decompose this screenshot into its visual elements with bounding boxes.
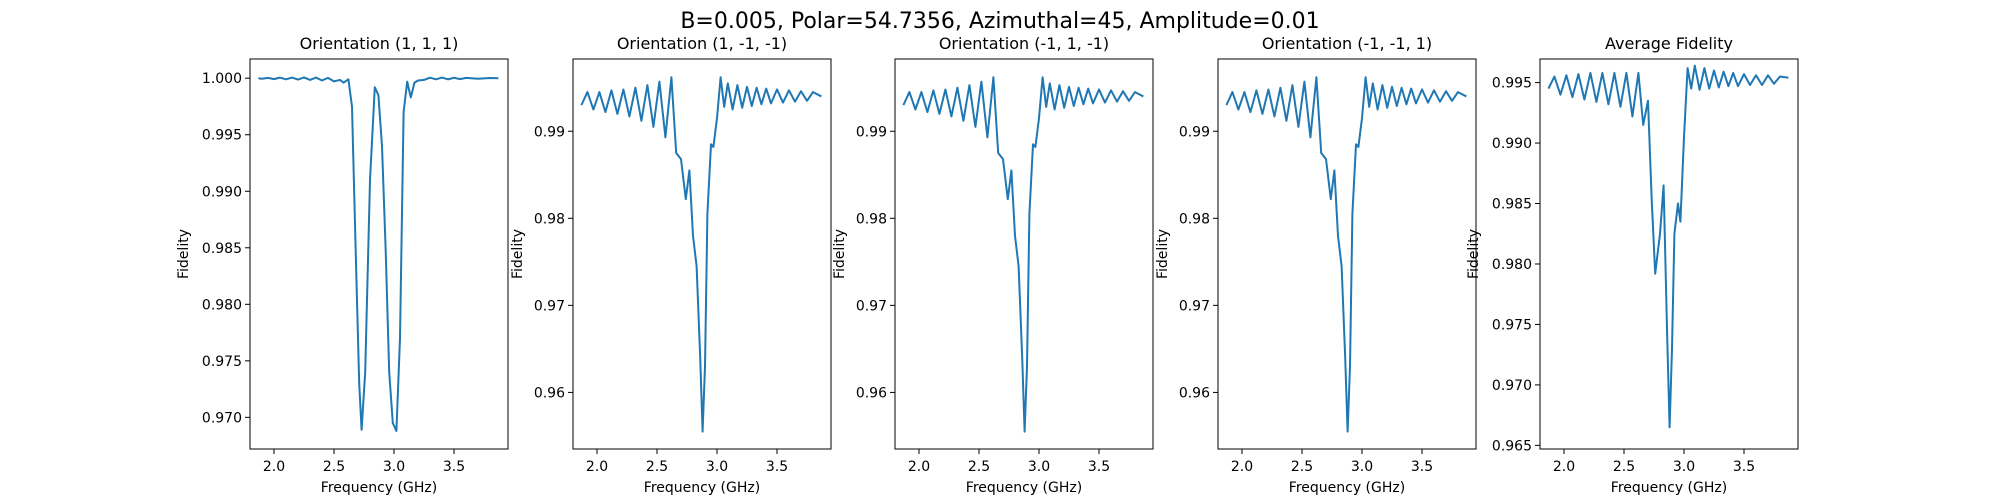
y-tick-label: 0.985 xyxy=(1492,197,1532,213)
y-tick-label: 0.975 xyxy=(202,354,242,370)
x-tick-label: 3.5 xyxy=(766,459,788,475)
y-axis-label: Fidelity xyxy=(176,229,192,279)
y-tick-label: 0.96 xyxy=(534,385,565,401)
x-tick-label: 2.5 xyxy=(1613,459,1635,475)
series-line xyxy=(1225,76,1467,433)
x-tick-label: 3.5 xyxy=(1088,459,1110,475)
y-tick-label: 0.96 xyxy=(856,385,887,401)
chart-title: Orientation (1, -1, -1) xyxy=(617,34,787,53)
x-tick-label: 3.5 xyxy=(1411,459,1433,475)
y-tick-label: 0.98 xyxy=(1179,211,1210,227)
y-tick-label: 1.000 xyxy=(202,71,242,87)
chart-panel-2: 2.0 2.5 3.0 3.5 0.96 0.97 0.98 0.99 Orientation … xyxy=(510,34,832,496)
y-axis-label: Fidelity xyxy=(510,229,526,279)
x-tick-label: 2.5 xyxy=(968,459,990,475)
chart-panel-4: 2.0 2.5 3.0 3.5 0.96 0.97 0.98 0.99 Orientation … xyxy=(1155,34,1477,496)
axes-frame xyxy=(572,58,832,450)
x-tick-label: 2.0 xyxy=(263,459,285,475)
chart-title: Orientation (-1, -1, 1) xyxy=(1262,34,1432,53)
y-tick-label: 0.965 xyxy=(1492,438,1532,454)
y-tick-label: 0.990 xyxy=(202,184,242,200)
x-tick-label: 3.0 xyxy=(1673,459,1695,475)
x-tick-label: 2.0 xyxy=(1231,459,1253,475)
y-tick-label: 0.99 xyxy=(534,124,565,140)
series-line xyxy=(258,76,499,432)
chart-title: Average Fidelity xyxy=(1605,34,1733,53)
y-tick-label: 0.97 xyxy=(534,298,565,314)
x-tick-label: 2.0 xyxy=(908,459,930,475)
series-line xyxy=(1547,64,1789,429)
x-tick-label: 2.0 xyxy=(1553,459,1575,475)
x-axis-label: Frequency (GHz) xyxy=(644,480,760,496)
x-tick-label: 3.0 xyxy=(1351,459,1373,475)
x-tick-label: 2.5 xyxy=(1291,459,1313,475)
y-tick-label: 0.97 xyxy=(856,298,887,314)
chart-title: Orientation (1, 1, 1) xyxy=(300,34,459,53)
chart-title: Orientation (-1, 1, -1) xyxy=(939,34,1109,53)
x-tick-label: 3.0 xyxy=(706,459,728,475)
chart-panel-5: 2.0 2.5 3.0 3.5 0.965 0.970 0.975 0.980 0.985 0.9… xyxy=(1466,34,1799,496)
x-axis-label: Frequency (GHz) xyxy=(966,480,1082,496)
y-axis-label: Fidelity xyxy=(1466,229,1482,279)
x-tick-label: 3.0 xyxy=(1028,459,1050,475)
y-tick-label: 0.96 xyxy=(1179,385,1210,401)
y-tick-label: 0.970 xyxy=(1492,378,1532,394)
x-axis-label: Frequency (GHz) xyxy=(1611,480,1727,496)
y-tick-label: 0.98 xyxy=(856,211,887,227)
y-axis-label: Fidelity xyxy=(832,229,848,279)
x-tick-label: 3.5 xyxy=(443,459,465,475)
y-tick-label: 0.99 xyxy=(856,124,887,140)
x-tick-label: 3.5 xyxy=(1733,459,1755,475)
y-tick-label: 0.97 xyxy=(1179,298,1210,314)
chart-panel-1: 2.0 2.5 3.0 3.5 0.970 0.975 0.980 0.985 0.990 0.9… xyxy=(176,34,509,496)
y-tick-label: 0.990 xyxy=(1492,136,1532,152)
y-tick-label: 0.970 xyxy=(202,410,242,426)
x-axis-label: Frequency (GHz) xyxy=(1289,480,1405,496)
axes-frame xyxy=(894,58,1154,450)
axes-frame xyxy=(1217,58,1477,450)
y-tick-label: 0.980 xyxy=(202,297,242,313)
x-tick-label: 3.0 xyxy=(383,459,405,475)
x-tick-label: 2.0 xyxy=(586,459,608,475)
y-tick-label: 0.99 xyxy=(1179,124,1210,140)
series-line xyxy=(902,76,1144,433)
y-axis-label: Fidelity xyxy=(1155,229,1171,279)
chart-panel-3: 2.0 2.5 3.0 3.5 0.96 0.97 0.98 0.99 Orientation … xyxy=(832,34,1154,496)
x-axis-label: Frequency (GHz) xyxy=(321,480,437,496)
x-tick-label: 2.5 xyxy=(646,459,668,475)
figure-suptitle: B=0.005, Polar=54.7356, Azimuthal=45, Am… xyxy=(680,9,1319,34)
axes-frame xyxy=(1539,58,1799,450)
axes-frame xyxy=(249,58,509,450)
y-tick-label: 0.995 xyxy=(202,128,242,144)
series-line xyxy=(580,76,822,433)
y-tick-label: 0.985 xyxy=(202,241,242,257)
y-tick-label: 0.98 xyxy=(534,211,565,227)
y-tick-label: 0.975 xyxy=(1492,317,1532,333)
x-tick-label: 2.5 xyxy=(323,459,345,475)
y-tick-label: 0.980 xyxy=(1492,257,1532,273)
y-tick-label: 0.995 xyxy=(1492,76,1532,92)
